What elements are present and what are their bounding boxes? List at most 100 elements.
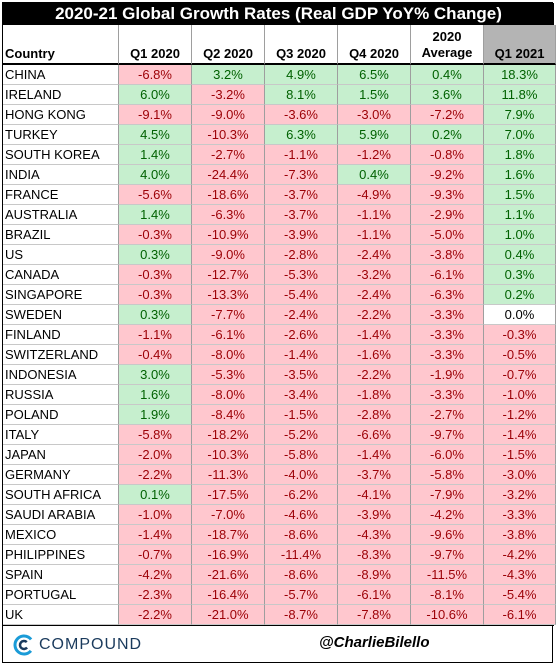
value-cell: 1.9%	[119, 405, 192, 425]
value-cell: -18.7%	[192, 525, 265, 545]
value-cell: -2.8%	[338, 405, 411, 425]
value-cell: -24.4%	[192, 165, 265, 185]
value-cell: -5.4%	[265, 285, 338, 305]
value-cell: 4.5%	[119, 125, 192, 145]
country-name: RUSSIA	[3, 385, 119, 405]
value-cell: -1.5%	[265, 405, 338, 425]
value-cell: -6.6%	[338, 425, 411, 445]
value-cell: -8.6%	[265, 525, 338, 545]
country-name: CANADA	[3, 265, 119, 285]
value-cell: -3.2%	[338, 265, 411, 285]
value-cell: -0.3%	[119, 285, 192, 305]
value-cell: -3.3%	[484, 505, 556, 525]
column-header-label: Q3 2020	[276, 46, 326, 61]
value-cell: -6.1%	[338, 585, 411, 605]
value-cell: -2.4%	[338, 285, 411, 305]
value-cell: -4.3%	[484, 565, 556, 585]
value-cell: -9.2%	[411, 165, 484, 185]
value-cell: -3.3%	[411, 325, 484, 345]
value-cell: -11.4%	[265, 545, 338, 565]
column-header: 2020 Average	[411, 25, 484, 65]
value-cell: -10.3%	[192, 445, 265, 465]
column-header-label: Country	[5, 46, 55, 61]
value-cell: -8.6%	[265, 565, 338, 585]
column-header-label: Q4 2020	[349, 46, 399, 61]
value-cell: 7.9%	[484, 105, 556, 125]
value-cell: 0.3%	[119, 245, 192, 265]
column-header-label: Q1 2021	[494, 46, 545, 61]
country-name: INDONESIA	[3, 365, 119, 385]
brand-name: COMPOUND	[39, 636, 143, 653]
value-cell: -2.7%	[192, 145, 265, 165]
value-cell: -11.3%	[192, 465, 265, 485]
value-cell: -7.0%	[192, 505, 265, 525]
column-header-label: Q1 2020	[130, 46, 180, 61]
value-cell: -3.7%	[338, 465, 411, 485]
country-name: HONG KONG	[3, 105, 119, 125]
value-cell: -8.4%	[192, 405, 265, 425]
value-cell: 1.4%	[119, 205, 192, 225]
value-cell: -6.2%	[265, 485, 338, 505]
value-cell: -0.7%	[119, 545, 192, 565]
country-name: SAUDI ARABIA	[3, 505, 119, 525]
value-cell: 1.6%	[119, 385, 192, 405]
value-cell: -9.7%	[411, 545, 484, 565]
value-cell: -1.1%	[338, 205, 411, 225]
value-cell: -0.3%	[119, 225, 192, 245]
country-name: MEXICO	[3, 525, 119, 545]
country-name: BRAZIL	[3, 225, 119, 245]
column-header: Q3 2020	[265, 25, 338, 65]
compound-c-icon	[13, 634, 35, 656]
value-cell: 1.6%	[484, 165, 556, 185]
country-name: ITALY	[3, 425, 119, 445]
value-cell: 4.0%	[119, 165, 192, 185]
value-cell: 6.3%	[265, 125, 338, 145]
value-cell: -8.9%	[338, 565, 411, 585]
value-cell: -4.1%	[338, 485, 411, 505]
value-cell: -1.1%	[119, 325, 192, 345]
value-cell: -7.3%	[265, 165, 338, 185]
column-header: Q1 2020	[119, 25, 192, 65]
value-cell: -0.8%	[411, 145, 484, 165]
country-name: TURKEY	[3, 125, 119, 145]
value-cell: 3.6%	[411, 85, 484, 105]
value-cell: -2.2%	[119, 465, 192, 485]
value-cell: -9.3%	[411, 185, 484, 205]
value-cell: -21.0%	[192, 605, 265, 625]
value-cell: -3.5%	[265, 365, 338, 385]
country-name: GERMANY	[3, 465, 119, 485]
value-cell: -13.3%	[192, 285, 265, 305]
value-cell: -6.3%	[192, 205, 265, 225]
value-cell: 1.8%	[484, 145, 556, 165]
value-cell: -6.3%	[411, 285, 484, 305]
value-cell: -1.4%	[119, 525, 192, 545]
value-cell: 6.5%	[338, 65, 411, 85]
value-cell: -4.6%	[265, 505, 338, 525]
value-cell: -10.9%	[192, 225, 265, 245]
value-cell: 0.3%	[484, 265, 556, 285]
value-cell: 0.4%	[338, 165, 411, 185]
value-cell: -7.9%	[411, 485, 484, 505]
value-cell: 5.9%	[338, 125, 411, 145]
value-cell: -2.3%	[119, 585, 192, 605]
country-name: AUSTRALIA	[3, 205, 119, 225]
value-cell: -1.8%	[338, 385, 411, 405]
value-cell: -9.7%	[411, 425, 484, 445]
value-cell: -3.9%	[265, 225, 338, 245]
value-cell: -9.6%	[411, 525, 484, 545]
value-cell: -10.6%	[411, 605, 484, 625]
country-name: SINGAPORE	[3, 285, 119, 305]
value-cell: -16.9%	[192, 545, 265, 565]
value-cell: 1.0%	[484, 225, 556, 245]
value-cell: -3.8%	[484, 525, 556, 545]
country-name: SWITZERLAND	[3, 345, 119, 365]
value-cell: -10.3%	[192, 125, 265, 145]
country-name: US	[3, 245, 119, 265]
value-cell: -0.3%	[484, 325, 556, 345]
value-cell: -0.4%	[119, 345, 192, 365]
value-cell: -2.4%	[265, 305, 338, 325]
value-cell: -1.0%	[484, 385, 556, 405]
value-cell: -0.3%	[119, 265, 192, 285]
value-cell: -3.3%	[411, 345, 484, 365]
value-cell: 0.1%	[119, 485, 192, 505]
